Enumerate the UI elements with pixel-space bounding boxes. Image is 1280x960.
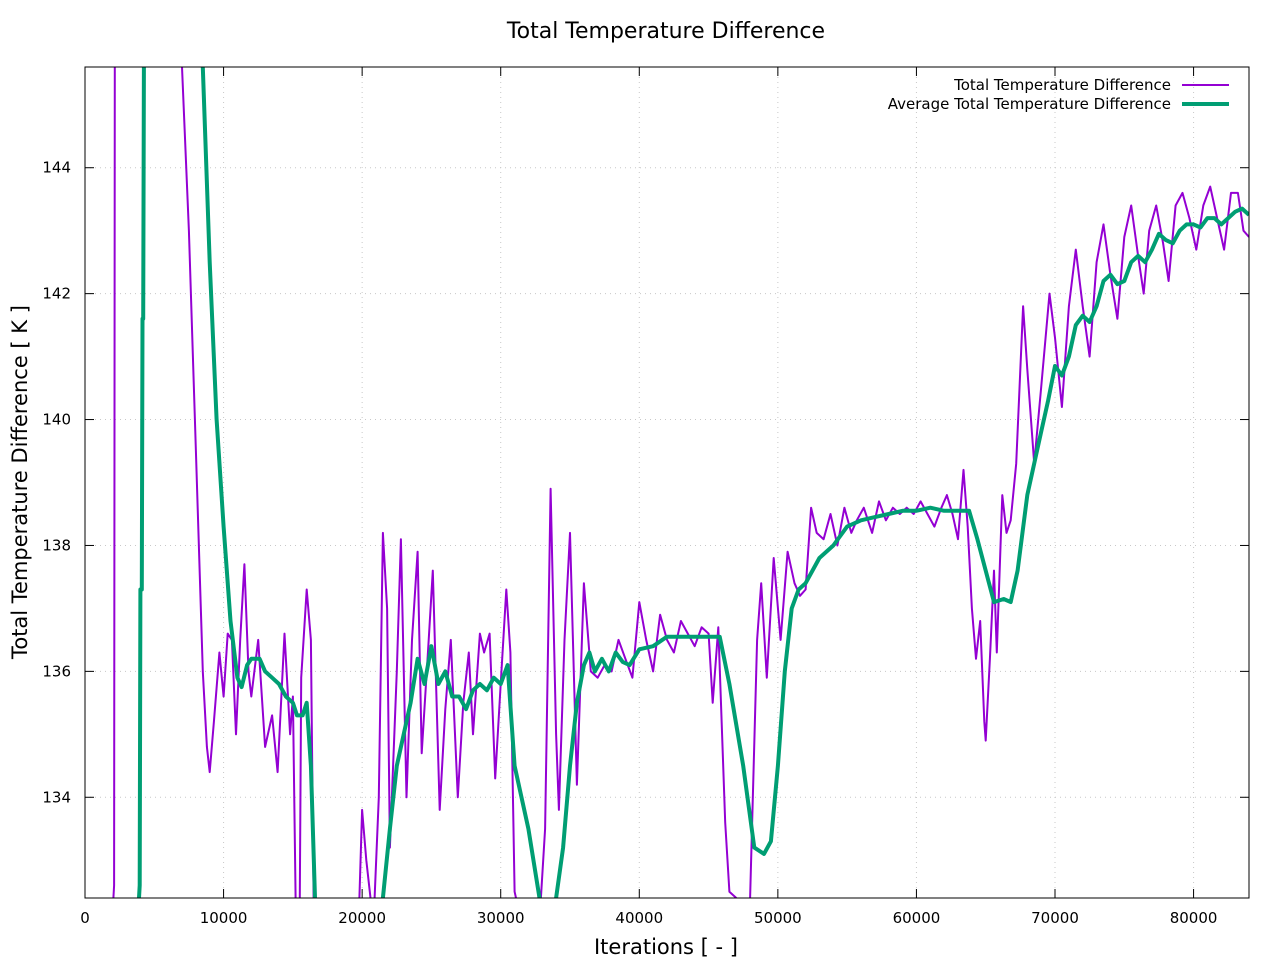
x-tick-label: 70000	[1031, 909, 1079, 927]
plot-border	[84, 66, 1250, 899]
x-tick-label: 10000	[200, 909, 248, 927]
series-total-line	[112, 67, 1249, 898]
series-average-line	[137, 67, 1249, 898]
x-tick-label: 60000	[893, 909, 941, 927]
legend-label-average: Average Total Temperature Difference	[888, 95, 1171, 113]
y-tick-label: 142	[42, 285, 71, 303]
y-tick-label: 134	[42, 788, 71, 806]
series-layer	[112, 67, 1249, 898]
x-tick-label: 40000	[615, 909, 663, 927]
y-tick-label: 140	[42, 411, 71, 429]
x-tick-label: 0	[80, 909, 90, 927]
legend: Total Temperature Difference Average Tot…	[888, 76, 1229, 113]
x-tick-label: 50000	[754, 909, 802, 927]
grid	[85, 67, 1249, 898]
x-tick-label: 20000	[338, 909, 386, 927]
x-tick-label: 30000	[477, 909, 525, 927]
x-tick-label: 80000	[1170, 909, 1218, 927]
axis-ticks: 0 10000 20000 30000 40000 50000 60000 70000 8000…	[42, 67, 1249, 927]
y-tick-label: 138	[42, 536, 71, 554]
y-tick-label: 144	[42, 159, 71, 177]
chart-title: Total Temperature Difference	[506, 19, 825, 44]
y-axis-label: Total Temperature Difference [ K ]	[8, 305, 32, 660]
x-axis-label: Iterations [ - ]	[594, 935, 738, 959]
legend-label-total: Total Temperature Difference	[953, 76, 1171, 94]
y-tick-label: 136	[42, 662, 71, 680]
